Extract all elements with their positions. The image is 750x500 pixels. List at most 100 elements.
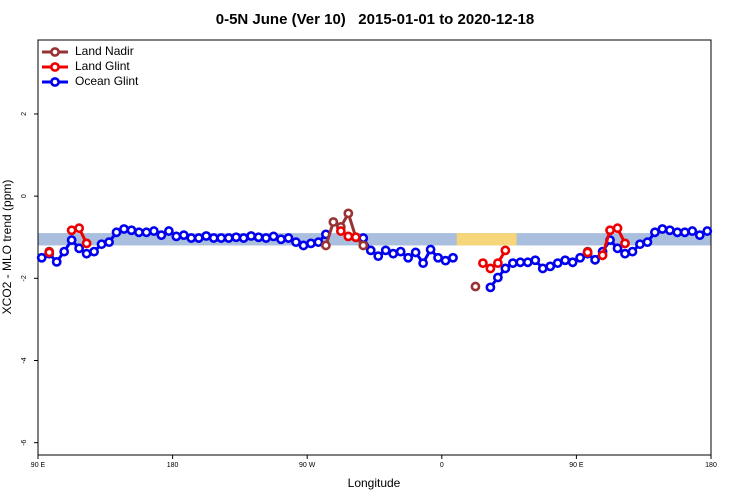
data-point	[276, 234, 286, 245]
data-point	[403, 252, 414, 263]
data-point	[216, 233, 227, 243]
data-point	[141, 227, 152, 238]
data-point	[343, 231, 354, 242]
x-axis-label: Longitude	[348, 476, 401, 490]
data-point	[560, 255, 571, 266]
data-point	[433, 252, 443, 263]
legend-label: Land Nadir	[75, 44, 134, 58]
data-point	[395, 246, 406, 257]
data-point	[350, 232, 361, 243]
data-point	[335, 226, 346, 236]
data-point	[418, 258, 429, 269]
data-point	[694, 230, 705, 241]
data-point	[597, 250, 608, 261]
legend-marker	[50, 77, 60, 87]
data-point	[223, 233, 234, 243]
data-point	[238, 233, 249, 243]
data-point	[201, 231, 212, 241]
data-point	[627, 246, 638, 257]
y-tick-label: 2	[21, 112, 28, 116]
data-point	[620, 248, 630, 259]
data-point	[253, 232, 264, 243]
y-tick-label: -2	[21, 275, 28, 281]
data-point	[156, 230, 167, 241]
data-point	[365, 245, 376, 256]
data-point	[492, 258, 503, 269]
data-point	[74, 223, 85, 234]
data-point	[635, 239, 645, 250]
data-point	[388, 248, 399, 259]
legend-label: Ocean Glint	[75, 74, 139, 88]
data-point	[36, 252, 47, 263]
data-point	[104, 237, 114, 248]
data-point	[642, 237, 653, 248]
data-point	[664, 225, 675, 236]
data-point	[448, 252, 458, 263]
data-point	[163, 226, 174, 236]
data-point	[358, 240, 369, 251]
x-tick-label: 0	[440, 462, 444, 469]
y-tick-label: 0	[21, 194, 28, 198]
data-point	[193, 233, 204, 243]
data-point	[96, 239, 107, 250]
data-point	[119, 224, 129, 234]
data-point	[552, 258, 563, 269]
data-point	[261, 233, 271, 243]
legend-label: Land Glint	[75, 59, 130, 73]
data-point	[702, 226, 713, 236]
data-point	[74, 243, 85, 254]
data-point	[44, 247, 55, 258]
data-point	[440, 255, 451, 266]
data-point	[507, 258, 518, 269]
data-point	[582, 247, 593, 258]
data-point	[612, 223, 623, 234]
data-point	[492, 272, 503, 283]
data-point	[343, 208, 354, 219]
data-point	[246, 231, 257, 241]
data-point	[687, 226, 698, 236]
x-tick-label: 90 E	[569, 462, 584, 469]
data-point	[679, 227, 690, 238]
data-point	[537, 263, 548, 274]
data-point	[657, 224, 668, 234]
data-point	[268, 231, 279, 242]
data-point	[313, 237, 324, 248]
chart-title: 0-5N June (Ver 10) 2015-01-01 to 2020-12…	[216, 11, 535, 28]
data-point	[605, 225, 615, 236]
data-point	[111, 227, 122, 238]
plot-frame	[37, 39, 712, 456]
data-point	[178, 230, 189, 241]
data-point	[306, 238, 316, 249]
data-point	[66, 235, 77, 246]
data-point	[81, 248, 92, 259]
data-point	[59, 246, 70, 257]
data-point	[171, 231, 182, 242]
data-point	[612, 243, 623, 254]
legend-marker	[50, 62, 60, 72]
highlight-range	[456, 233, 517, 246]
data-point	[500, 245, 511, 256]
legend-marker	[50, 47, 60, 57]
data-point	[620, 238, 630, 249]
data-point	[298, 240, 309, 251]
y-tick-label: -4	[21, 357, 28, 363]
data-point	[126, 225, 137, 236]
data-point	[485, 263, 496, 274]
data-point	[545, 261, 556, 272]
data-point	[485, 282, 496, 293]
data-point	[51, 256, 62, 267]
data-point	[380, 245, 391, 256]
data-point	[530, 255, 541, 266]
data-point	[672, 227, 683, 238]
x-tick-label: 180	[167, 462, 179, 469]
data-point	[186, 233, 197, 243]
data-point	[500, 263, 511, 274]
x-tick-label: 180	[705, 462, 717, 469]
data-point	[320, 240, 331, 251]
data-point	[470, 281, 481, 292]
data-point	[478, 258, 488, 269]
data-point	[149, 226, 159, 236]
data-point	[425, 244, 436, 255]
x-tick-label: 90 E	[31, 462, 46, 469]
